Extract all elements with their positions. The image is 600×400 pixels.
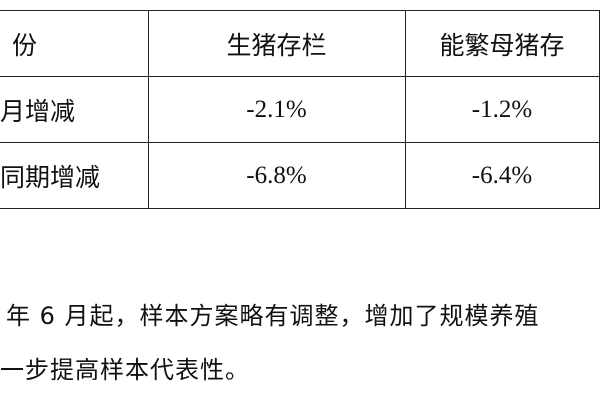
header-cell-hog-inventory: 生猪存栏 — [147, 10, 406, 77]
value-cell: -1.2% — [404, 76, 600, 143]
row-label-cell: 月增减 — [0, 76, 149, 143]
row-label: 月增减 — [0, 96, 76, 126]
table-header-row: 份 生猪存栏 能繁母猪存 — [0, 10, 600, 77]
row-label: 同期增减 — [0, 162, 101, 192]
value-cell: -2.1% — [147, 76, 406, 143]
value-cell: -6.8% — [147, 142, 406, 209]
header-cell-sow-inventory: 能繁母猪存 — [404, 10, 600, 77]
value-cell: -6.4% — [404, 142, 600, 209]
row-label-cell: 同期增减 — [0, 142, 149, 209]
header-label: 份 — [12, 30, 38, 60]
paragraph-line-2: 一步提高样本代表性。 — [0, 356, 250, 384]
header-cell-month: 份 — [0, 10, 149, 77]
data-table: 份 生猪存栏 能繁母猪存 月增减 -2.1% -1.2% 同期增减 -6.8% … — [0, 10, 600, 209]
table-row: 月增减 -2.1% -1.2% — [0, 76, 600, 143]
table-row: 同期增减 -6.8% -6.4% — [0, 142, 600, 209]
paragraph-line-1: 年 6 月起，样本方案略有调整，增加了规模养殖 — [6, 302, 540, 330]
